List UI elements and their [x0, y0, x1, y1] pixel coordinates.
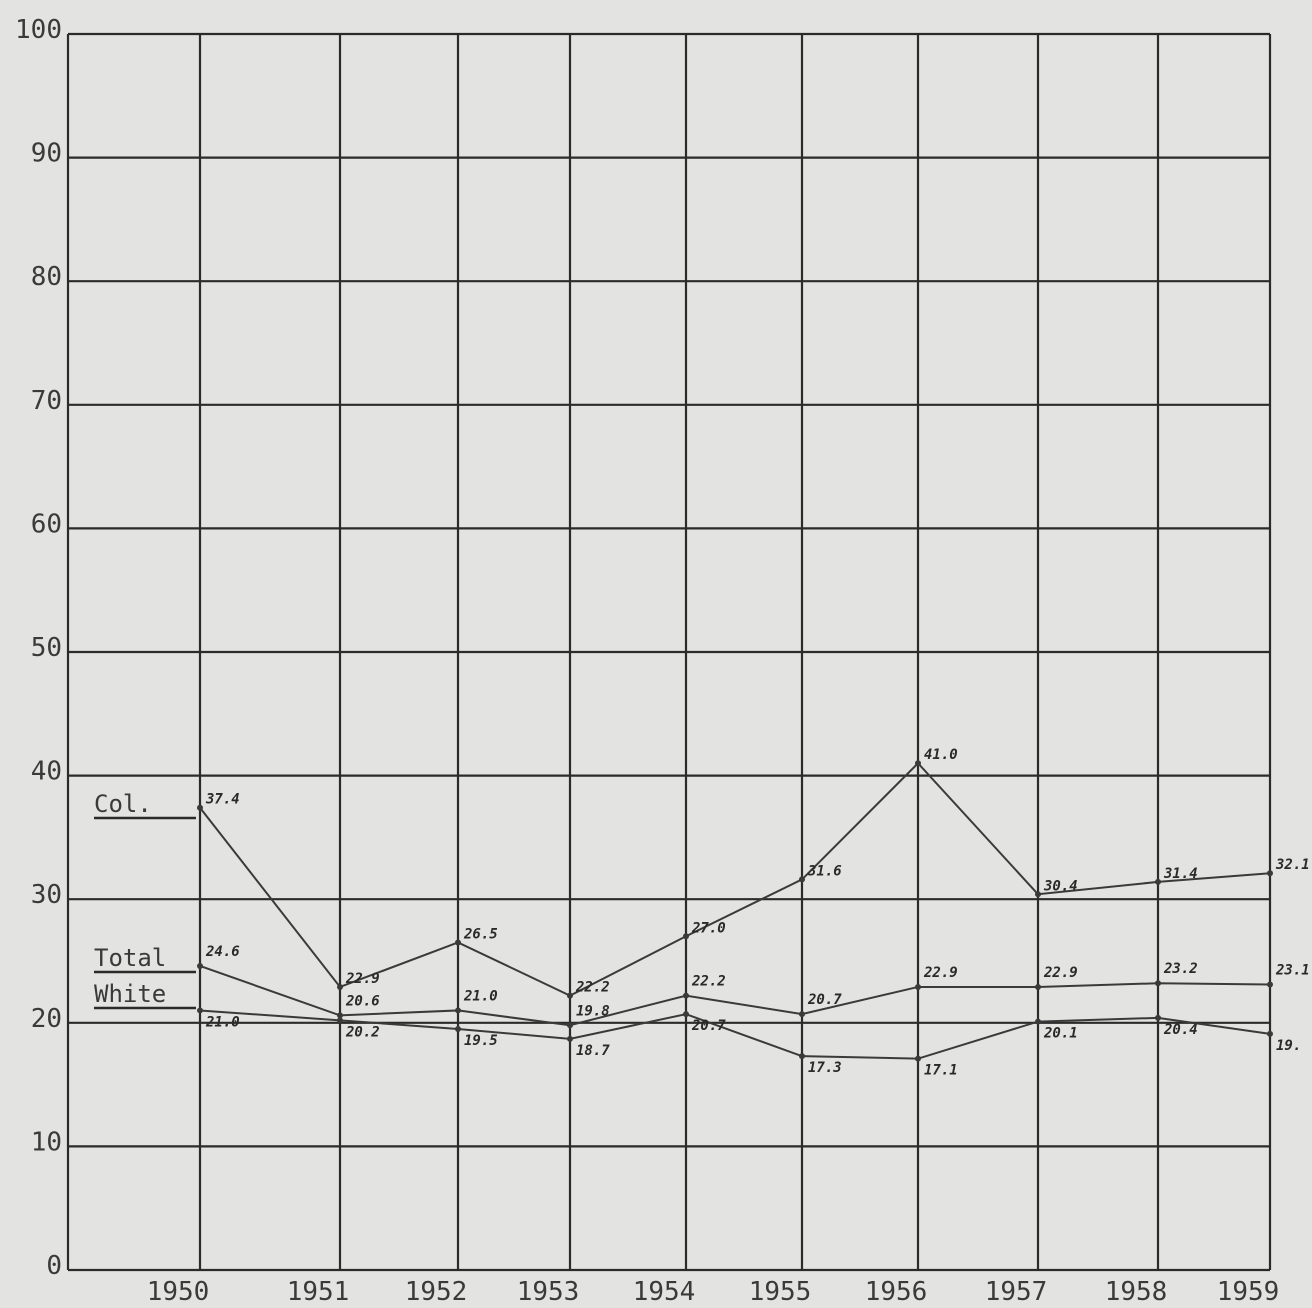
data-label: 20.7: [807, 992, 842, 1008]
y-tick-label: 60: [31, 509, 62, 539]
data-label: 31.6: [807, 863, 842, 879]
data-label: 20.2: [345, 1024, 380, 1040]
data-point: [799, 1053, 805, 1059]
x-tick-label: 1954: [633, 1277, 696, 1307]
data-label: 22.9: [1043, 965, 1078, 981]
x-tick-label: 1956: [865, 1277, 928, 1307]
data-point: [915, 1056, 921, 1062]
x-tick-label: 1958: [1105, 1277, 1168, 1307]
legend-label-total: Total: [94, 944, 166, 972]
x-tick-label: 1952: [405, 1277, 468, 1307]
data-point: [1155, 1015, 1161, 1021]
data-point: [1267, 870, 1273, 876]
data-point: [197, 963, 203, 969]
data-point: [1267, 1031, 1273, 1037]
data-point: [1155, 980, 1161, 986]
data-label: 21.0: [463, 988, 498, 1004]
legend-label-white: White: [94, 980, 166, 1008]
data-point: [683, 1011, 689, 1017]
grid: [68, 34, 1270, 1270]
data-point: [915, 760, 921, 766]
data-label: 23.2: [1163, 961, 1198, 977]
y-tick-label: 80: [31, 262, 62, 292]
data-label: 17.1: [924, 1063, 958, 1079]
data-point: [337, 984, 343, 990]
data-label: 22.2: [575, 980, 610, 996]
data-point: [683, 993, 689, 999]
data-point: [1155, 879, 1161, 885]
data-label: 31.4: [1163, 866, 1198, 882]
y-tick-label: 70: [31, 386, 62, 416]
data-label: 20.4: [1163, 1022, 1198, 1038]
y-tick-label: 0: [46, 1251, 62, 1281]
data-point: [455, 939, 461, 945]
y-tick-label: 50: [31, 633, 62, 663]
data-point: [1035, 891, 1041, 897]
data-labels: 37.4 22.9 26.5 22.2 27.0 31.6 41.0 30.4 31.4 32.1…: [205, 747, 1310, 1078]
series-group: [197, 760, 1273, 1061]
x-tick-label: 1957: [985, 1277, 1048, 1307]
data-label: 27.0: [691, 920, 726, 936]
data-point: [799, 876, 805, 882]
data-label: 17.3: [808, 1060, 842, 1076]
data-point: [567, 993, 573, 999]
data-label: 21.0: [205, 1014, 240, 1030]
data-label: 19.: [1276, 1038, 1301, 1054]
data-point: [567, 1036, 573, 1042]
x-tick-label: 1951: [287, 1277, 350, 1307]
data-label: 20.1: [1043, 1026, 1078, 1042]
x-tick-label: 1955: [749, 1277, 812, 1307]
data-label: 24.6: [205, 944, 240, 960]
data-label: 26.5: [463, 926, 498, 942]
y-tick-label: 10: [31, 1127, 62, 1157]
y-tick-label: 40: [31, 757, 62, 787]
data-label: 23.1: [1275, 962, 1310, 978]
data-label: 20.6: [345, 993, 380, 1009]
y-tick-label: 30: [31, 880, 62, 910]
data-point: [197, 805, 203, 811]
data-label: 32.1: [1275, 857, 1310, 873]
axes: 0 10 20 30 40 50 60 70 80 90 100 1950 1951 1952 1953 19…: [15, 15, 1279, 1307]
data-point: [799, 1011, 805, 1017]
data-point: [683, 933, 689, 939]
x-tick-label: 1959: [1217, 1277, 1280, 1307]
data-point: [455, 1026, 461, 1032]
data-point: [1267, 981, 1273, 987]
y-tick-label: 90: [31, 139, 62, 169]
data-point: [567, 1022, 573, 1028]
x-tick-label: 1950: [147, 1277, 210, 1307]
y-tick-label: 20: [31, 1004, 62, 1034]
data-label: 19.8: [576, 1003, 610, 1019]
y-tick-label: 100: [15, 15, 62, 45]
data-label: 22.9: [923, 965, 958, 981]
data-label: 41.0: [924, 747, 958, 763]
data-label: 19.5: [464, 1033, 498, 1049]
data-label: 18.7: [576, 1043, 610, 1059]
data-label: 22.2: [691, 974, 726, 990]
data-point: [1035, 984, 1041, 990]
data-label: 30.4: [1043, 878, 1078, 894]
data-label: 20.7: [691, 1018, 726, 1034]
data-point: [915, 984, 921, 990]
data-point: [337, 1017, 343, 1023]
data-label: 22.9: [345, 971, 380, 987]
data-point: [455, 1007, 461, 1013]
x-tick-label: 1953: [517, 1277, 580, 1307]
data-point: [197, 1007, 203, 1013]
data-point: [1035, 1019, 1041, 1025]
legend-label-col: Col.: [94, 790, 152, 818]
data-label: 37.4: [205, 792, 240, 808]
series-line-col: [200, 763, 1270, 995]
